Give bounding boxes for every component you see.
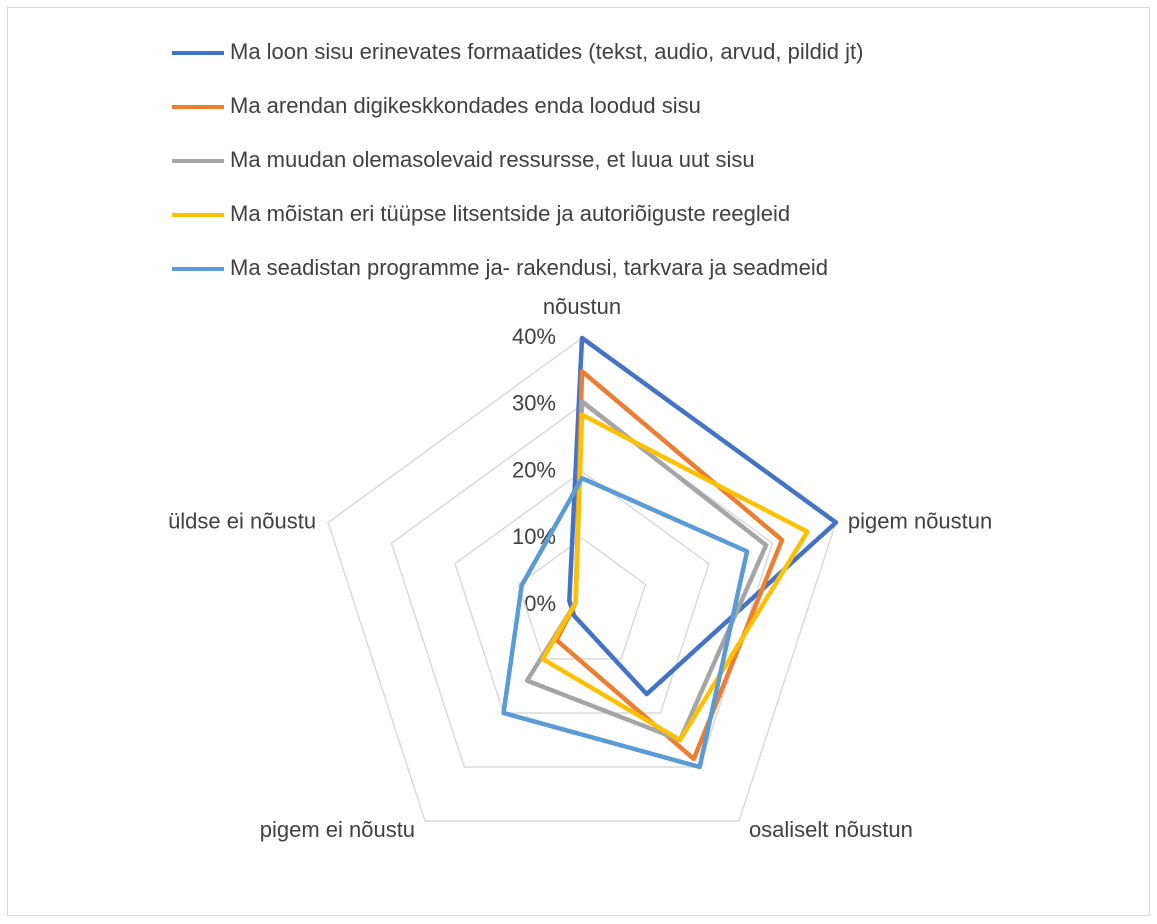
grid-line [390,403,774,768]
legend-label: Ma loon sisu erinevates formaatides (tek… [230,39,863,64]
y-tick-label: 40% [512,324,556,349]
category-label: pigem nõustun [848,508,992,533]
series-line [540,412,810,743]
category-label: pigem ei nõustu [260,817,415,842]
legend-label: Ma seadistan programme ja- rakendusi, ta… [230,255,828,280]
series-line [567,335,839,697]
category-label: üldse ei nõustu [168,508,316,533]
category-label: nõustun [543,294,621,319]
legend-label: Ma muudan olemasolevaid ressursse, et lu… [230,147,755,172]
category-label: osaliselt nõustun [749,817,913,842]
y-tick-label: 20% [512,457,556,482]
legend-label: Ma mõistan eri tüüpse litsentside ja aut… [230,201,790,226]
y-tick-label: 30% [512,391,556,416]
legend-label: Ma arendan digikeskkondades enda loodud … [230,93,701,118]
series-line [501,475,750,770]
grid-line [454,470,710,714]
y-tick-label: 0% [524,591,556,616]
